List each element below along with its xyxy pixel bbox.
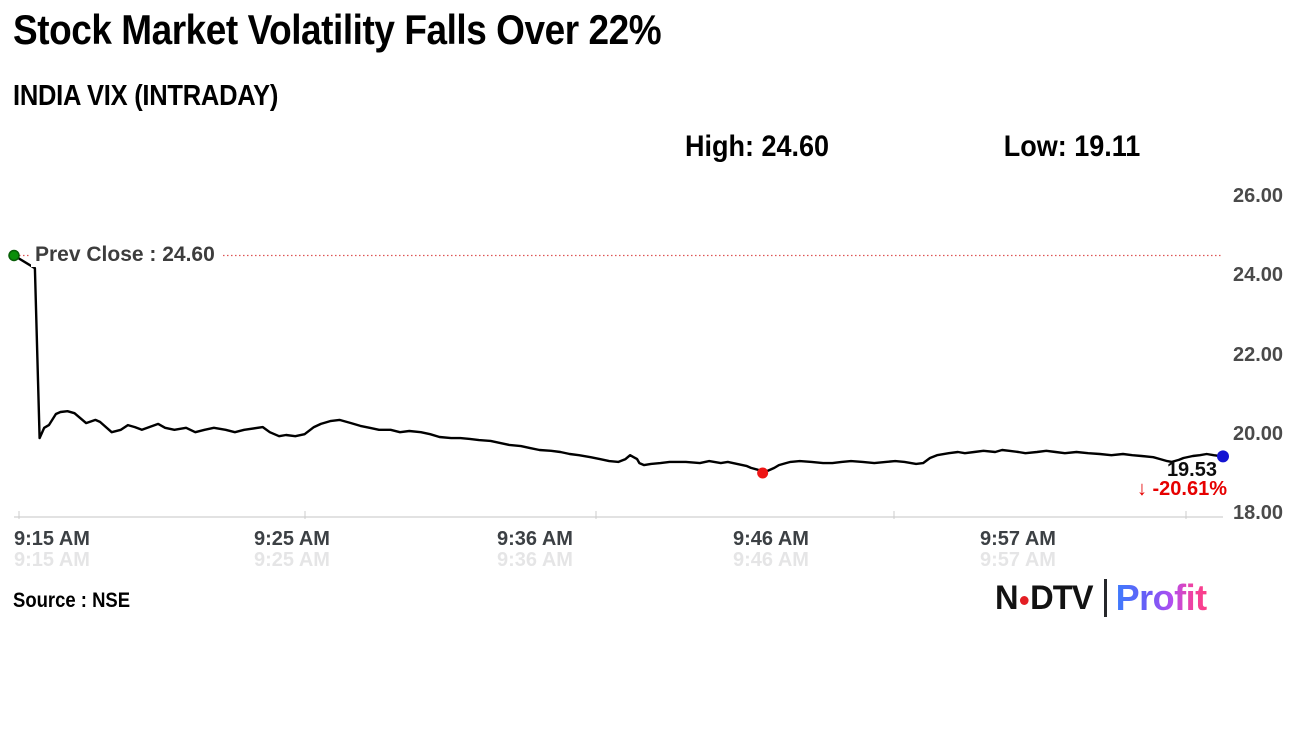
x-axis-ghost-label: 9:25 AM	[254, 549, 330, 571]
last-price-marker-dot	[1217, 450, 1229, 463]
y-axis-tick-label: 22.00	[1233, 343, 1284, 366]
x-axis-ghost-label: 9:15 AM	[14, 549, 90, 571]
source-note-text: Source : NSE	[13, 589, 131, 612]
low-marker-dot	[757, 467, 769, 479]
price-line	[12, 254, 1225, 475]
ndtv-letter-n: N	[995, 578, 1019, 617]
profit-wordmark: Profit	[1115, 577, 1208, 618]
logo-separator-bar	[1103, 579, 1107, 617]
x-axis-tick-label: 9:15 AM	[14, 528, 90, 550]
ndtv-letters-dtv: DTV	[1030, 578, 1093, 617]
x-axis-tick-label: 9:36 AM	[497, 528, 573, 550]
x-axis-tick-label: 9:25 AM	[254, 528, 330, 550]
x-axis-ticks	[18, 511, 1187, 519]
y-axis-tick-label: 20.00	[1233, 422, 1284, 445]
high-value-label: High: 24.60	[684, 130, 830, 163]
source-note: Source : NSE	[13, 589, 146, 613]
change-percent-label: ↓ -20.61%	[1136, 478, 1227, 500]
x-axis-tick-label: 9:57 AM	[980, 528, 1056, 550]
low-value-label: Low: 19.11	[1003, 130, 1141, 163]
page-title-text: Stock Market Volatility Falls Over 22%	[13, 6, 662, 53]
prev-close-marker-dot	[8, 249, 20, 262]
ndtv-red-dot-icon	[1019, 595, 1029, 605]
y-axis-tick-label: 26.00	[1233, 185, 1284, 207]
ndtv-wordmark: N DTV	[995, 579, 1093, 618]
x-axis-ghost-label: 9:46 AM	[733, 549, 809, 571]
prev-close-label: Prev Close : 24.60	[31, 243, 221, 268]
chart-subtitle-text: INDIA VIX (INTRADAY)	[13, 80, 279, 112]
ndtv-profit-logo: N DTV Profit	[995, 576, 1207, 620]
y-axis-tick-label: 18.00	[1233, 502, 1284, 524]
chart-subtitle: INDIA VIX (INTRADAY)	[13, 80, 314, 113]
last-value-label: 19.53	[1166, 459, 1217, 481]
page-title: Stock Market Volatility Falls Over 22%	[13, 6, 750, 54]
x-axis-ghost-label: 9:36 AM	[497, 549, 573, 571]
x-axis-ghost-label: 9:57 AM	[980, 549, 1056, 571]
y-axis-tick-label: 24.00	[1233, 264, 1284, 287]
x-axis-tick-label: 9:46 AM	[733, 528, 809, 550]
